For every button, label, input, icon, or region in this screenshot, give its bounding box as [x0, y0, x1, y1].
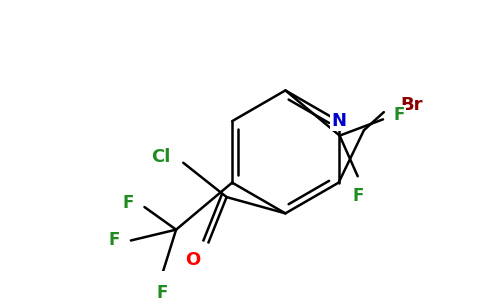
- Text: F: F: [122, 194, 134, 211]
- Text: F: F: [352, 187, 363, 205]
- Text: F: F: [394, 106, 405, 124]
- Text: O: O: [185, 251, 200, 269]
- Text: F: F: [109, 232, 120, 250]
- Text: N: N: [331, 112, 346, 130]
- Text: F: F: [157, 284, 168, 300]
- Text: Cl: Cl: [151, 148, 170, 166]
- Text: Br: Br: [400, 96, 423, 114]
